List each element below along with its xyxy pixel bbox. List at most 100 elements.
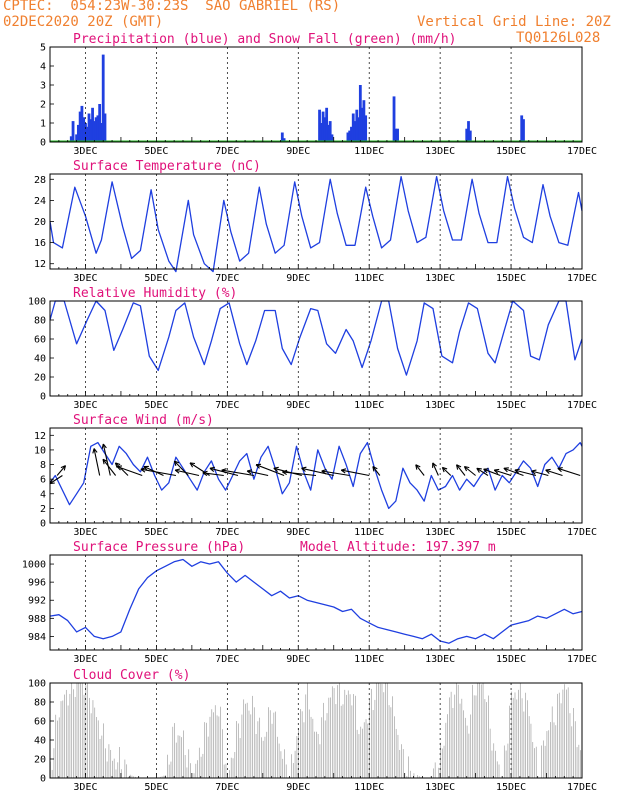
cloud-bar bbox=[546, 731, 548, 778]
pressure-title: Surface Pressure (hPa) bbox=[73, 540, 245, 555]
cloud-bar bbox=[532, 742, 534, 778]
wind-arrows bbox=[49, 443, 581, 485]
x-tick-label: 15DEC bbox=[496, 527, 526, 538]
cloud-bar bbox=[449, 697, 450, 778]
vertical-grid-note: Vertical Grid Line: 20Z bbox=[417, 14, 611, 30]
precip-bar bbox=[100, 123, 103, 142]
cloud-bar bbox=[300, 709, 301, 778]
pressure-line bbox=[49, 558, 583, 644]
x-tick-label: 15DEC bbox=[496, 400, 526, 411]
cloud-bar bbox=[461, 698, 463, 778]
precip-bar bbox=[75, 134, 78, 142]
cloud-bar bbox=[181, 737, 182, 778]
cloud-bar bbox=[292, 763, 294, 778]
cloud-bar bbox=[454, 694, 456, 778]
cloud-bar bbox=[131, 775, 133, 778]
cloud-bar bbox=[493, 743, 495, 778]
cloud-bar bbox=[355, 695, 356, 778]
cloud-bar bbox=[57, 720, 58, 778]
cloud-bar bbox=[97, 720, 99, 778]
precip-bar bbox=[520, 115, 524, 142]
cloud-bar bbox=[441, 748, 443, 778]
cloud-bar bbox=[237, 723, 239, 778]
cloud-bar bbox=[172, 726, 174, 778]
precip-bar bbox=[91, 107, 94, 142]
y-tick-label: 80 bbox=[34, 698, 46, 709]
precip-bar bbox=[318, 109, 321, 142]
cloud-bar bbox=[218, 716, 220, 778]
cloud-bar bbox=[488, 695, 489, 778]
x-tick-label: 7DEC bbox=[215, 654, 239, 665]
x-tick-label: 17DEC bbox=[567, 146, 597, 157]
cloud-bar bbox=[200, 756, 202, 778]
cloud-bar bbox=[296, 736, 298, 778]
cloud-bar bbox=[268, 707, 269, 778]
cloud-bar bbox=[312, 718, 314, 778]
cloud-bar bbox=[323, 702, 324, 778]
wind-arrow bbox=[456, 464, 466, 476]
cloud-bar bbox=[209, 716, 211, 778]
cloud-bar bbox=[576, 747, 578, 778]
x-tick-label: 11DEC bbox=[354, 782, 384, 793]
cloud-bar bbox=[337, 685, 339, 778]
cloud-bar bbox=[89, 697, 90, 778]
cloud-bar bbox=[236, 721, 237, 778]
cloud-bar bbox=[374, 699, 376, 778]
cloud-bar bbox=[112, 760, 113, 778]
precip-panel: 0 1 2 3 4 5 3DEC 5DEC 7DEC 9DEC 11DEC 13DEC 15DEC 17D… bbox=[40, 32, 597, 157]
model-run-code: TQ0126L028 bbox=[516, 30, 601, 46]
cloud-bar bbox=[541, 745, 542, 778]
cloud-bar bbox=[569, 713, 571, 778]
cloud-bar bbox=[447, 714, 448, 778]
cloud-bar bbox=[443, 745, 445, 778]
wind-arrow bbox=[340, 468, 370, 477]
wind-arrow bbox=[463, 465, 476, 476]
cloud-bar bbox=[321, 717, 323, 778]
y-tick-label: 12 bbox=[34, 431, 46, 442]
temp-frame bbox=[49, 173, 583, 270]
x-tick-label: 11DEC bbox=[354, 654, 384, 665]
cloud-bar bbox=[170, 761, 172, 778]
cloud-bar bbox=[317, 733, 319, 778]
y-tick-label: 28 bbox=[34, 175, 46, 186]
cloud-bar bbox=[115, 769, 117, 778]
cloud-bar bbox=[367, 723, 369, 778]
y-tick-label: 60 bbox=[34, 717, 46, 728]
cloud-bar bbox=[514, 692, 516, 778]
precip-bar bbox=[468, 130, 472, 142]
wind-arrow bbox=[415, 464, 425, 476]
x-tick-label: 13DEC bbox=[425, 146, 455, 157]
cloud-bar bbox=[566, 689, 567, 778]
y-tick-label: 4 bbox=[40, 62, 46, 73]
cloud-bar bbox=[534, 748, 535, 778]
cloud-bar bbox=[495, 750, 496, 778]
cloud-bar bbox=[512, 697, 514, 778]
cloud-bar bbox=[282, 758, 284, 778]
rh-panel: 0 20 40 60 80 100 3DEC 5DEC 7DEC 9DEC 11DEC 13DEC 15… bbox=[28, 286, 597, 411]
cloud-bar bbox=[351, 705, 353, 778]
wind-arrow bbox=[273, 466, 302, 477]
cloud-bar bbox=[225, 763, 227, 778]
y-tick-label: 60 bbox=[34, 335, 46, 346]
x-tick-label: 17DEC bbox=[567, 527, 597, 538]
cloud-bar bbox=[177, 735, 179, 778]
cloud-bar bbox=[370, 688, 372, 778]
x-tick-label: 13DEC bbox=[425, 273, 455, 284]
y-tick-label: 20 bbox=[34, 755, 46, 766]
precip-bar bbox=[323, 117, 327, 142]
cloud-bar bbox=[85, 685, 87, 778]
precip-bar bbox=[350, 126, 353, 142]
precip-bar bbox=[392, 96, 396, 142]
cloud-bar bbox=[60, 701, 62, 778]
cloud-bar bbox=[466, 725, 468, 778]
y-tick-label: 0 bbox=[40, 519, 46, 530]
cloud-bar bbox=[284, 749, 285, 778]
cloud-bar bbox=[328, 697, 330, 778]
wind-arrow bbox=[56, 465, 67, 476]
x-tick-label: 3DEC bbox=[73, 782, 97, 793]
x-tick-label: 15DEC bbox=[496, 782, 526, 793]
cloud-bar bbox=[245, 703, 246, 778]
cloud-panel: 0 20 40 60 80 100 3DEC 5DEC 7DEC 9DEC 11DEC 13DEC 15… bbox=[28, 668, 597, 793]
cloud-bar bbox=[363, 722, 365, 778]
cloud-bar bbox=[445, 722, 447, 778]
